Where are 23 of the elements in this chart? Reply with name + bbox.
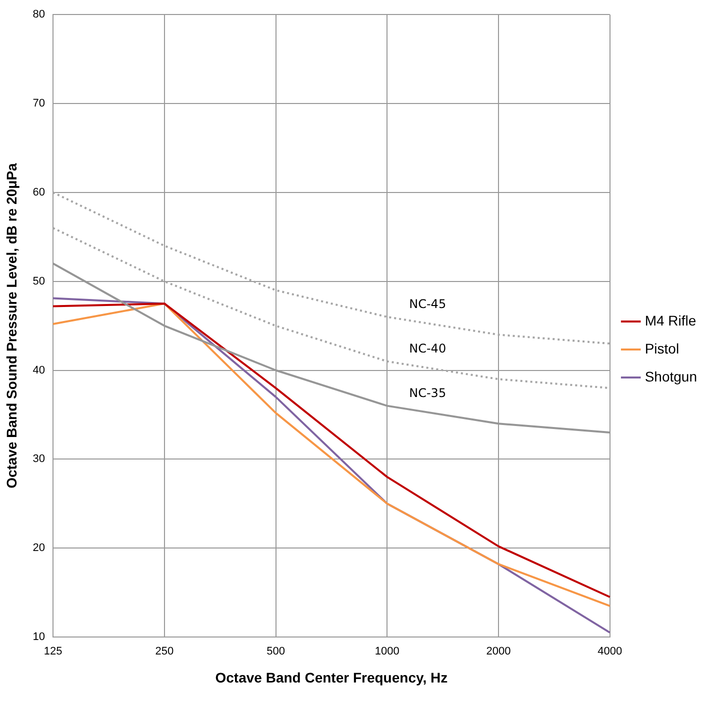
y-tick-label: 10 bbox=[32, 631, 46, 644]
x-tick-label: 4000 bbox=[598, 646, 622, 658]
line-series bbox=[52, 191, 611, 345]
y-tick-label: 40 bbox=[32, 364, 46, 376]
x-tick-label: 1000 bbox=[374, 646, 400, 658]
y-tick-label: 30 bbox=[32, 453, 46, 466]
legend-label: M4 Rifle bbox=[644, 312, 696, 328]
x-axis-title: Octave Band Center Frequency, Hz bbox=[215, 669, 448, 686]
x-tick-label: 500 bbox=[266, 646, 285, 658]
y-tick-label: 60 bbox=[32, 186, 46, 198]
y-tick-label: 20 bbox=[32, 542, 46, 554]
y-tick-label: 50 bbox=[32, 275, 46, 288]
annotation: NC-40 bbox=[409, 341, 446, 356]
x-tick-label: 125 bbox=[44, 646, 62, 658]
legend-label: Shotgun bbox=[644, 368, 698, 384]
y-axis-title: Octave Band Sound Pressure Level, dB re 20μPa bbox=[3, 162, 20, 488]
x-tick-label: 2000 bbox=[486, 646, 511, 658]
y-tick-label: 80 bbox=[32, 8, 46, 21]
x-tick-label: 250 bbox=[155, 646, 174, 658]
legend-label: Pistol bbox=[644, 340, 680, 356]
y-tick-label: 70 bbox=[32, 98, 46, 110]
annotation: NC-35 bbox=[409, 386, 446, 400]
annotation: NC-45 bbox=[409, 297, 446, 312]
